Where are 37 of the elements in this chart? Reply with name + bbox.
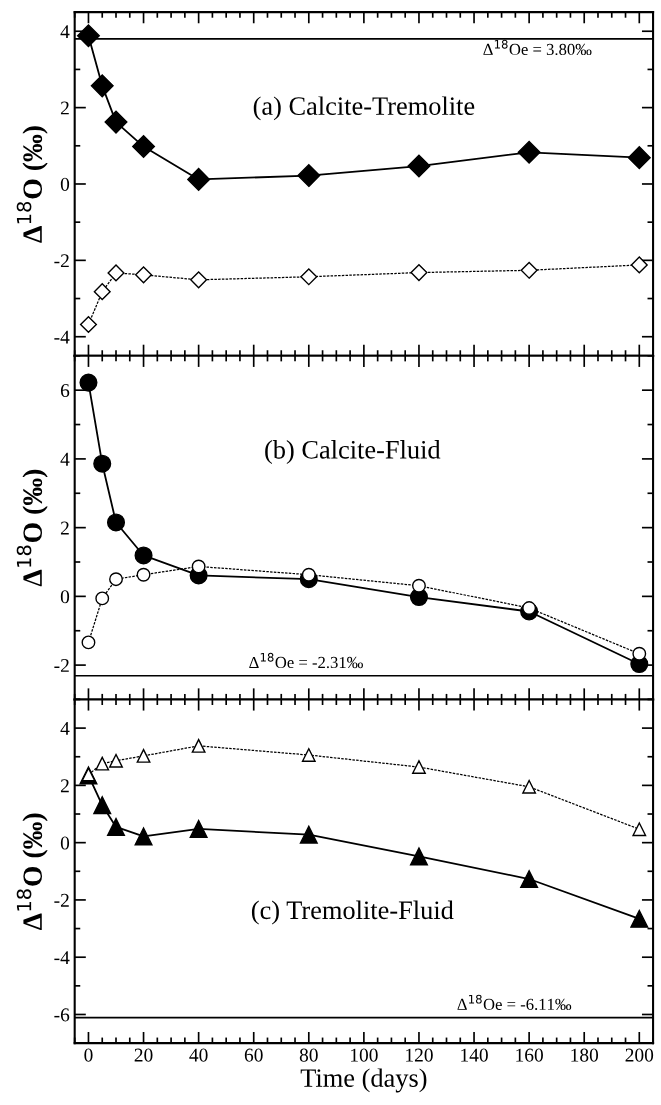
x-tick-label: 0 [84,1048,93,1062]
y-axis-title: Δ$^{18}$O (‰) [16,126,48,243]
y-tick-label: 2 [60,101,69,115]
ref-line-label: Δ$^{18}$Oe = 3.80‰ [483,39,592,56]
y-tick-label: -2 [54,254,69,268]
text: (b) Calcite-Fluid [265,440,441,464]
x-tick-label: 80 [299,1048,318,1062]
y-tick-label: 6 [60,384,70,398]
y-tick-label: -4 [54,330,70,344]
x-tick-label: 160 [516,1048,543,1062]
y-tick-label: 2 [60,779,69,793]
y-tick-label: -6 [54,1008,70,1022]
x-tick-label: 180 [571,1048,599,1062]
x-tick-label: 60 [244,1048,263,1062]
y-axis-title: Δ$^{18}$O (‰) [16,469,48,587]
y-tick-label: 4 [60,452,70,466]
text: (c) Tremolite-Fluid [251,900,454,925]
x-tick-label: 120 [406,1048,433,1062]
y-tick-label: 2 [60,521,69,535]
y-axis-title: Δ$^{18}$O (‰) [16,813,48,930]
x-tick-label: 140 [461,1048,488,1062]
y-tick-label: -4 [54,951,70,964]
x-tick-label: 20 [134,1048,153,1062]
y-tick-label: 4 [60,722,70,735]
x-tick-label: 40 [189,1048,208,1062]
x-tick-label: 200 [625,1048,654,1062]
y-tick-label: 0 [60,177,70,191]
y-tick-label: -2 [54,658,69,672]
x-tick-label: 100 [351,1048,378,1062]
y-tick-label: 4 [60,25,70,38]
ref-line-label: Δ$^{18}$Oe = -2.31‰ [249,652,363,669]
y-tick-label: 0 [60,590,70,604]
ref-line-label: Δ$^{18}$Oe = -6.11‰ [457,994,572,1011]
y-tick-label: -2 [54,893,69,907]
y-tick-label: 0 [60,836,70,850]
x-axis-title: Time (days) [300,1068,427,1093]
text: (a) Calcite-Tremolite [253,96,475,121]
